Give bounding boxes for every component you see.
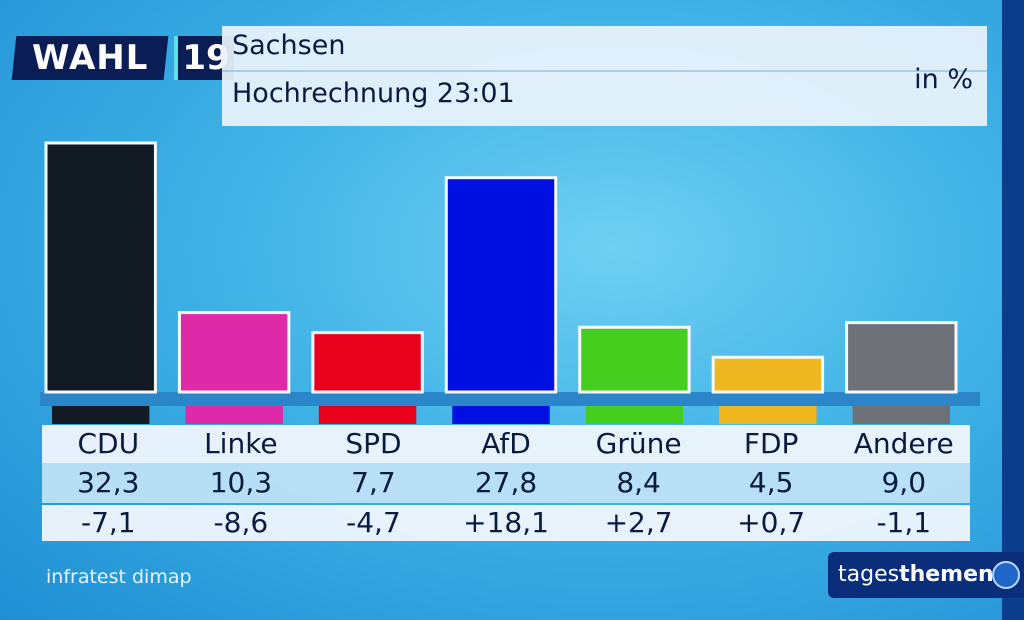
right-edge-strip	[1002, 0, 1024, 620]
region-title: Sachsen	[232, 30, 346, 61]
unit-label: in %	[914, 64, 973, 95]
bar-stub-fdp	[719, 406, 817, 424]
party-value-andere: 9,0	[881, 466, 927, 499]
party-name-linke: Linke	[204, 427, 278, 460]
bar-grüne	[578, 325, 691, 394]
party-name-spd: SPD	[345, 427, 402, 460]
party-changes-row: -7,1 -8,6 -4,7 +18,1 +2,7 +0,7 -1,1	[42, 505, 970, 541]
bar-stub-afd	[452, 406, 550, 424]
bar-andere	[845, 321, 958, 394]
party-value-afd: 27,8	[474, 466, 538, 499]
party-name-afd: AfD	[481, 427, 531, 460]
bar-linke	[177, 311, 291, 394]
party-change-afd: +18,1	[463, 506, 549, 539]
bar-stub-linke	[185, 406, 283, 424]
bar-stub-cdu	[52, 406, 150, 424]
forecast-subtitle: Hochrechnung 23:01	[232, 78, 515, 109]
bar-chart	[40, 141, 980, 424]
party-names-row: CDU Linke SPD AfD Grüne FDP Andere	[42, 425, 970, 463]
data-source: infratest dimap	[46, 566, 192, 588]
ard-logo-icon	[992, 561, 1020, 589]
party-value-grüne: 8,4	[616, 466, 661, 499]
party-value-fdp: 4,5	[748, 466, 794, 499]
party-value-spd: 7,7	[351, 466, 396, 499]
party-value-linke: 10,3	[209, 466, 273, 499]
badge-text-part2: themen	[899, 562, 994, 587]
bar-stub-grüne	[585, 406, 684, 424]
bar-stub-andere	[852, 406, 950, 424]
party-name-cdu: CDU	[77, 427, 140, 460]
party-change-linke: -8,6	[213, 506, 269, 539]
party-values-row: 32,3 10,3 7,7 27,8 8,4 4,5 9,0	[42, 463, 970, 503]
party-change-cdu: -7,1	[80, 506, 136, 539]
results-table: CDU Linke SPD AfD Grüne FDP Andere 32,3 10,3 7,7…	[42, 425, 970, 541]
bar-fdp	[711, 355, 825, 394]
tagesthemen-badge: tagesthemen	[828, 552, 1024, 598]
badge-text-part1: tages	[838, 562, 900, 587]
title-divider	[222, 70, 987, 72]
title-panel: Sachsen Hochrechnung 23:01 in %	[222, 26, 987, 126]
bar-stub-spd	[318, 406, 417, 424]
party-change-andere: -1,1	[876, 506, 932, 539]
bar-afd	[444, 176, 558, 394]
party-change-spd: -4,7	[346, 506, 401, 539]
party-value-cdu: 32,3	[77, 466, 140, 499]
bar-spd	[311, 331, 424, 394]
baseline-band	[40, 392, 980, 406]
party-change-grüne: +2,7	[604, 506, 673, 539]
party-name-fdp: FDP	[743, 427, 799, 460]
bar-cdu	[44, 141, 157, 394]
party-change-fdp: +0,7	[737, 506, 806, 539]
party-name-grüne: Grüne	[595, 427, 682, 460]
party-name-andere: Andere	[853, 427, 954, 460]
